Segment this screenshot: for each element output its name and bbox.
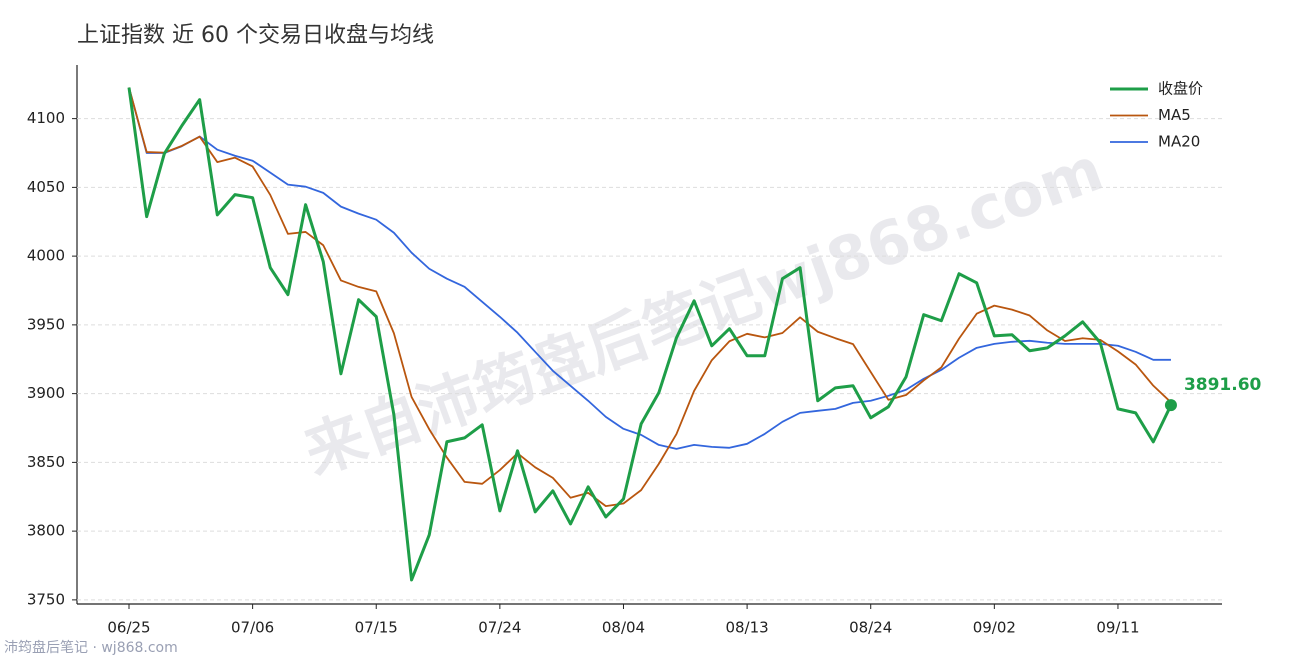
end-point <box>1164 399 1177 412</box>
y-tick-label: 3750 <box>27 590 65 608</box>
footer: 沛筠盘后笔记 · wj868.com <box>4 639 178 656</box>
x-tick-label: 07/06 <box>231 619 274 637</box>
x-tick-label: 08/04 <box>602 619 645 637</box>
x-tick-label: 08/24 <box>849 619 892 637</box>
y-tick-label: 3900 <box>27 384 65 402</box>
series-line <box>127 87 1173 582</box>
y-tick-label: 3950 <box>27 315 65 333</box>
legend-label: 收盘价 <box>1158 80 1203 98</box>
y-tick-label: 4050 <box>27 178 65 196</box>
chart-title: 上证指数 近 60 个交易日收盘与均线 <box>77 23 434 48</box>
legend-label: MA20 <box>1158 133 1200 151</box>
x-tick-label: 09/02 <box>973 619 1016 637</box>
x-tick-label: 08/13 <box>725 619 768 637</box>
x-tick-label: 07/15 <box>355 619 398 637</box>
series-line <box>128 87 1171 450</box>
legend-label: MA5 <box>1158 106 1191 124</box>
y-tick-label: 3800 <box>27 522 65 540</box>
x-tick-label: 07/24 <box>478 619 521 637</box>
y-tick-label: 3850 <box>27 453 65 471</box>
x-tick-label: 06/25 <box>107 619 150 637</box>
series-line <box>128 87 1172 507</box>
value-label: 3891.60 <box>1184 375 1262 395</box>
y-tick-label: 4000 <box>27 247 65 265</box>
x-tick-label: 09/11 <box>1096 619 1139 637</box>
y-tick-label: 4100 <box>27 109 65 127</box>
